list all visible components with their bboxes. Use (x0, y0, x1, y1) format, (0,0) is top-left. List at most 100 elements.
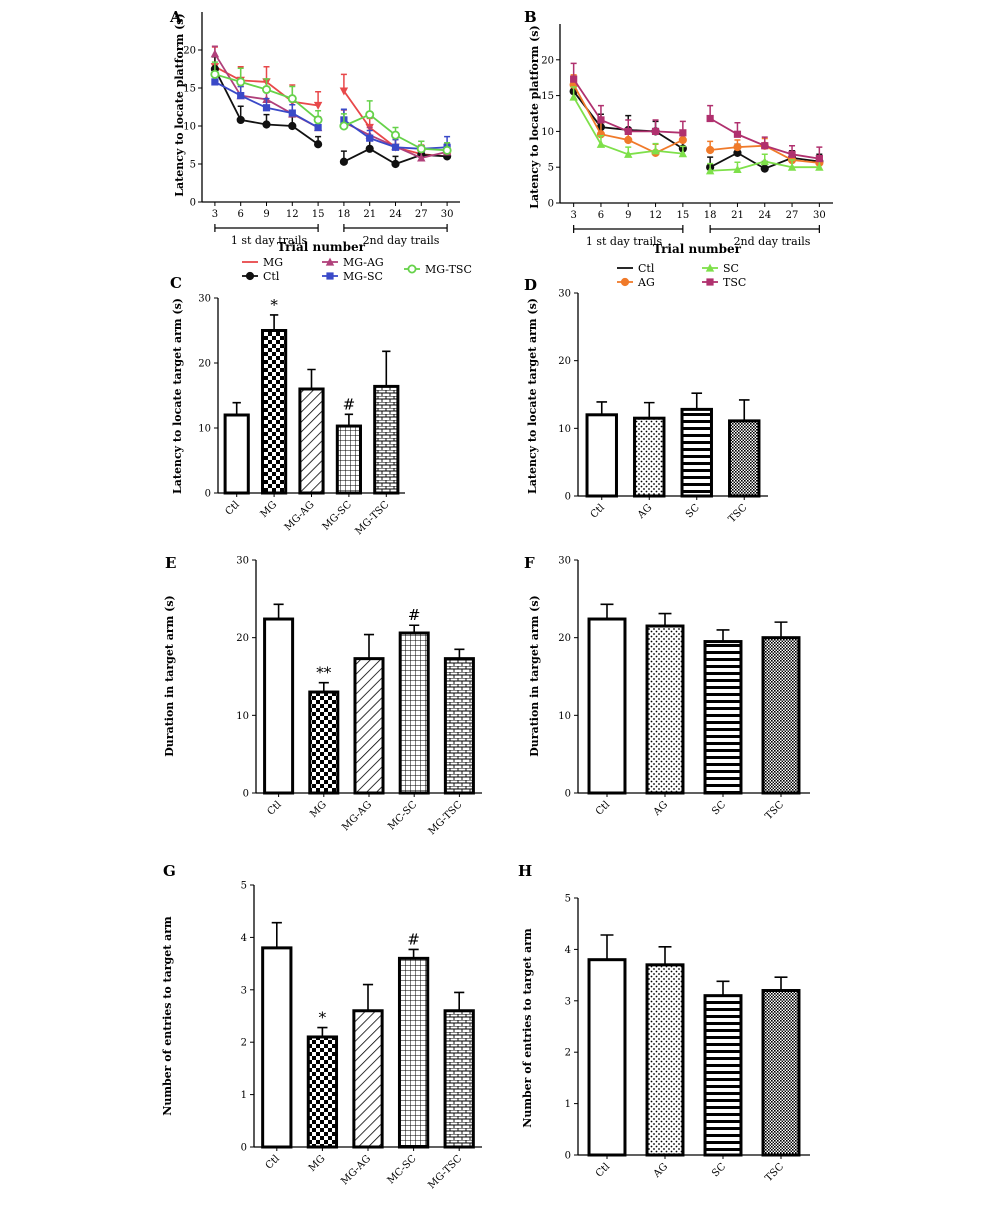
panel-B-xtick-label: 3 (570, 210, 576, 221)
panel-H-bar-ctl (587, 958, 627, 1157)
panel-B-ytick-label: 20 (541, 55, 554, 66)
panel-B-xtick-label: 18 (704, 210, 717, 221)
panel-A-series-mg-sc-point (366, 134, 374, 142)
panel-A-series-ctl-point (365, 144, 374, 153)
panel-A-ytick-label: 5 (190, 160, 196, 171)
panel-C-ytick-label: 0 (205, 489, 211, 500)
panel-B-xtick-label: 6 (598, 210, 604, 221)
panel-A-day-bracket-2 (343, 224, 448, 232)
panel-B-xtick-label: 27 (786, 210, 799, 221)
panel-D-bar-ag (633, 416, 666, 498)
panel-A-series-mg-point (339, 87, 349, 96)
panel-C-ytick-label: 20 (198, 359, 211, 370)
panel-A-xtick-label: 18 (338, 209, 351, 220)
panel-C-bar-mg-tsc (373, 384, 400, 495)
panel-C-significance-mg-sc: # (343, 395, 356, 413)
panel-B-series-sc-point (678, 149, 688, 158)
panel-H-bar-chart: H Number of entries to target arm 0 1 2 3 4 5… (518, 862, 810, 1184)
panel-B-legend-tsc-label: TSC (723, 276, 746, 289)
panel-D-letter: D (524, 276, 537, 294)
panel-D-bar-sc (680, 407, 713, 498)
panel-A-letter: A (169, 8, 182, 26)
panel-E-ytick-label: 10 (236, 711, 249, 722)
panel-E-xtick-label-mg: MG (308, 799, 329, 820)
panel-F-letter: F (524, 554, 535, 572)
panel-B-xtick-label: 15 (676, 210, 689, 221)
panel-F-bar-sc (703, 640, 743, 795)
panel-G-significance-mg: * (319, 1009, 327, 1027)
panel-D-ytick-label: 30 (558, 289, 571, 300)
panel-A-xtick-label: 15 (312, 209, 325, 220)
panel-B-series-ag-point (706, 145, 715, 155)
panel-B-series-sc-point (787, 162, 797, 171)
panel-F-ytick-label: 20 (558, 633, 571, 644)
panel-G-bar-mg-tsc (443, 1009, 475, 1149)
panel-G-xtick-label-mg-tsc: MG-TSC (426, 1153, 464, 1191)
panel-G-bar-mg (306, 1035, 339, 1149)
panel-G-ylabel: Number of entries to target arm (161, 916, 174, 1116)
panel-F-bar-sc-errorbar (716, 629, 730, 642)
panel-C-bar-mg-sc-errorbar (344, 413, 354, 427)
panel-G-ytick-label: 5 (241, 881, 247, 892)
panel-D-xtick-label-ag: AG (635, 502, 654, 521)
panel-A-series-mg-sc-point (211, 78, 219, 86)
panel-B-series-sc-point (569, 92, 578, 101)
panel-B-legend-ctl-label: Ctl (638, 262, 655, 275)
panel-E-ylabel: Duration in target arm (s) (163, 595, 176, 757)
panel-D-bar-ctl-errorbar (596, 401, 608, 415)
panel-A-xtick-label: 30 (441, 209, 454, 220)
panel-B-legend-sc-marker (705, 263, 715, 272)
panel-H-ytick-label: 3 (565, 996, 571, 1007)
panel-F-bar-ctl-errorbar (600, 603, 614, 620)
panel-D-xtick-label-ctl: Ctl (589, 502, 607, 520)
panel-B-series-tsc-point (651, 127, 660, 135)
panel-D-xtick-label-tsc: TSC (727, 502, 750, 525)
panel-D-bar-ctl (585, 413, 618, 498)
panel-B-series-tsc-point (570, 75, 578, 83)
panel-B-ylabel: Latency to locate platform (s) (528, 25, 541, 208)
panel-H-xtick-label-ctl: Ctl (594, 1161, 612, 1179)
panel-A-series-mg-tsc-point (339, 121, 349, 131)
panel-A-series-mg-sc-point (391, 143, 400, 151)
panel-G-xtick-label-ctl: Ctl (264, 1153, 282, 1171)
panel-H-bar-ag-errorbar (658, 946, 672, 965)
panel-E-ytick-label: 20 (236, 633, 249, 644)
panel-A-series-mg-tsc-point (236, 77, 246, 87)
panel-A-series-mg-sc-point (262, 104, 271, 112)
panel-G-letter: G (163, 862, 176, 880)
panel-C-xtick-label-ctl: Ctl (224, 499, 242, 517)
panel-G-ytick-label: 0 (241, 1143, 247, 1154)
panel-D-bar-ag-errorbar (643, 401, 655, 419)
panel-H-bar-ctl-errorbar (600, 934, 614, 960)
panel-F-bar-tsc-errorbar (774, 621, 788, 638)
panel-F-bar-ag (645, 624, 685, 795)
panel-F-xtick-label-ag: AG (651, 799, 670, 818)
panel-A-series-mg-tsc-point (287, 94, 297, 104)
panel-B-letter: B (524, 8, 537, 26)
panel-B-series-ag-point (624, 135, 633, 145)
panel-A-legend-mg-tsc-marker (407, 264, 417, 274)
panel-A-series-mg-sc-point (237, 92, 245, 100)
panel-A-legend-mg-tsc-label: MG-TSC (425, 263, 472, 276)
panel-B-day-bracket-1 (573, 225, 684, 233)
panel-B-series-tsc-point (761, 142, 769, 150)
panel-A-ylabel: Latency to locate platform (s) (173, 13, 186, 196)
panel-C-xtick-label-mg-tsc: MG-TSC (354, 499, 392, 537)
panel-A-series-ctl-point (236, 115, 245, 125)
panel-B-series-tsc-point (788, 150, 796, 158)
panel-F-bar-ag-errorbar (658, 612, 672, 627)
panel-C-bar-ctl-errorbar (232, 401, 241, 415)
panel-A-series-ctl-point (339, 157, 348, 166)
panel-A-series-mg-tsc-point (365, 110, 375, 120)
panel-H-ylabel: Number of entries to target arm (521, 928, 534, 1128)
panel-A-series-mg-sc-point (314, 123, 322, 132)
panel-D-bar-tsc (728, 419, 761, 498)
panel-A-day-bracket-1 (214, 224, 319, 232)
panel-A-series-ctl-point (262, 120, 271, 129)
panel-A-series-mg-tsc-point (442, 145, 452, 155)
panel-E-bar-mg-ag (353, 657, 385, 795)
panel-H-bar-tsc (761, 989, 801, 1157)
panel-D-xtick-label-sc: SC (684, 502, 702, 520)
panel-B-series-tsc-point (733, 130, 742, 138)
